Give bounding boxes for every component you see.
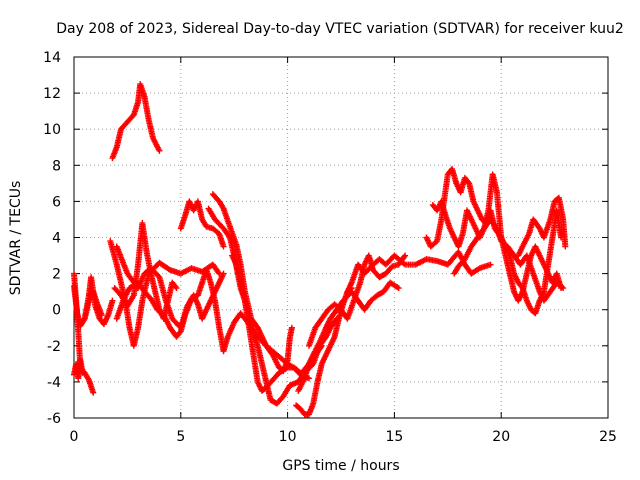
data-point <box>558 283 565 290</box>
y-tick-label: -6 <box>47 411 61 427</box>
data-point <box>487 261 494 268</box>
data-point <box>560 285 567 292</box>
x-tick-label: 10 <box>279 429 297 445</box>
data-markers <box>71 81 569 418</box>
y-tick-label: 8 <box>52 158 61 174</box>
data-point <box>109 297 116 304</box>
x-tick-label: 15 <box>385 429 403 445</box>
y-tick-label: 4 <box>52 231 61 247</box>
y-tick-label: -2 <box>47 339 61 355</box>
series-s14 <box>295 279 402 394</box>
grid-lines <box>74 57 608 418</box>
x-axis-label: GPS time / hours <box>282 458 399 474</box>
x-tick-label: 20 <box>492 429 510 445</box>
series-s16 <box>344 248 494 295</box>
data-point <box>215 269 222 276</box>
data-point <box>79 369 86 376</box>
x-tick-label: 25 <box>599 429 617 445</box>
data-point <box>173 285 180 292</box>
data-point <box>220 243 227 250</box>
data-point <box>220 270 227 277</box>
y-tick-label: 10 <box>43 122 61 138</box>
series-s4 <box>109 81 163 162</box>
x-tick-label: 5 <box>176 429 185 445</box>
data-point <box>402 252 409 259</box>
series-s10 <box>209 191 295 375</box>
y-axis-ticks: -6 -4 -2 0 2 4 6 8 10 12 14 <box>43 50 608 427</box>
y-tick-label: 0 <box>52 303 61 319</box>
series-s15 <box>305 252 409 349</box>
data-point <box>395 285 402 292</box>
x-tick-label: 0 <box>70 429 79 445</box>
series-s19 <box>451 216 567 304</box>
data-point <box>90 389 97 396</box>
series-s8 <box>113 266 312 382</box>
y-tick-label: 2 <box>52 267 61 283</box>
y-tick-label: 14 <box>43 50 61 66</box>
data-point <box>98 312 105 319</box>
series-s13 <box>293 285 355 418</box>
chart-title: Day 208 of 2023, Sidereal Day-to-day VTE… <box>56 21 624 37</box>
y-axis-label: SDTVAR / TECUs <box>8 181 24 296</box>
series-s9 <box>177 198 227 250</box>
data-point <box>156 147 163 154</box>
series-s21 <box>81 288 105 322</box>
x-axis-ticks: 0 5 10 15 20 25 <box>70 57 617 445</box>
y-tick-label: 12 <box>43 86 61 102</box>
series-s20 <box>515 194 569 259</box>
data-point <box>562 243 569 250</box>
y-tick-label: -4 <box>47 375 61 391</box>
series-s2 <box>71 357 86 382</box>
y-tick-label: 6 <box>52 194 61 210</box>
data-point <box>288 324 295 331</box>
data-point <box>401 253 408 260</box>
